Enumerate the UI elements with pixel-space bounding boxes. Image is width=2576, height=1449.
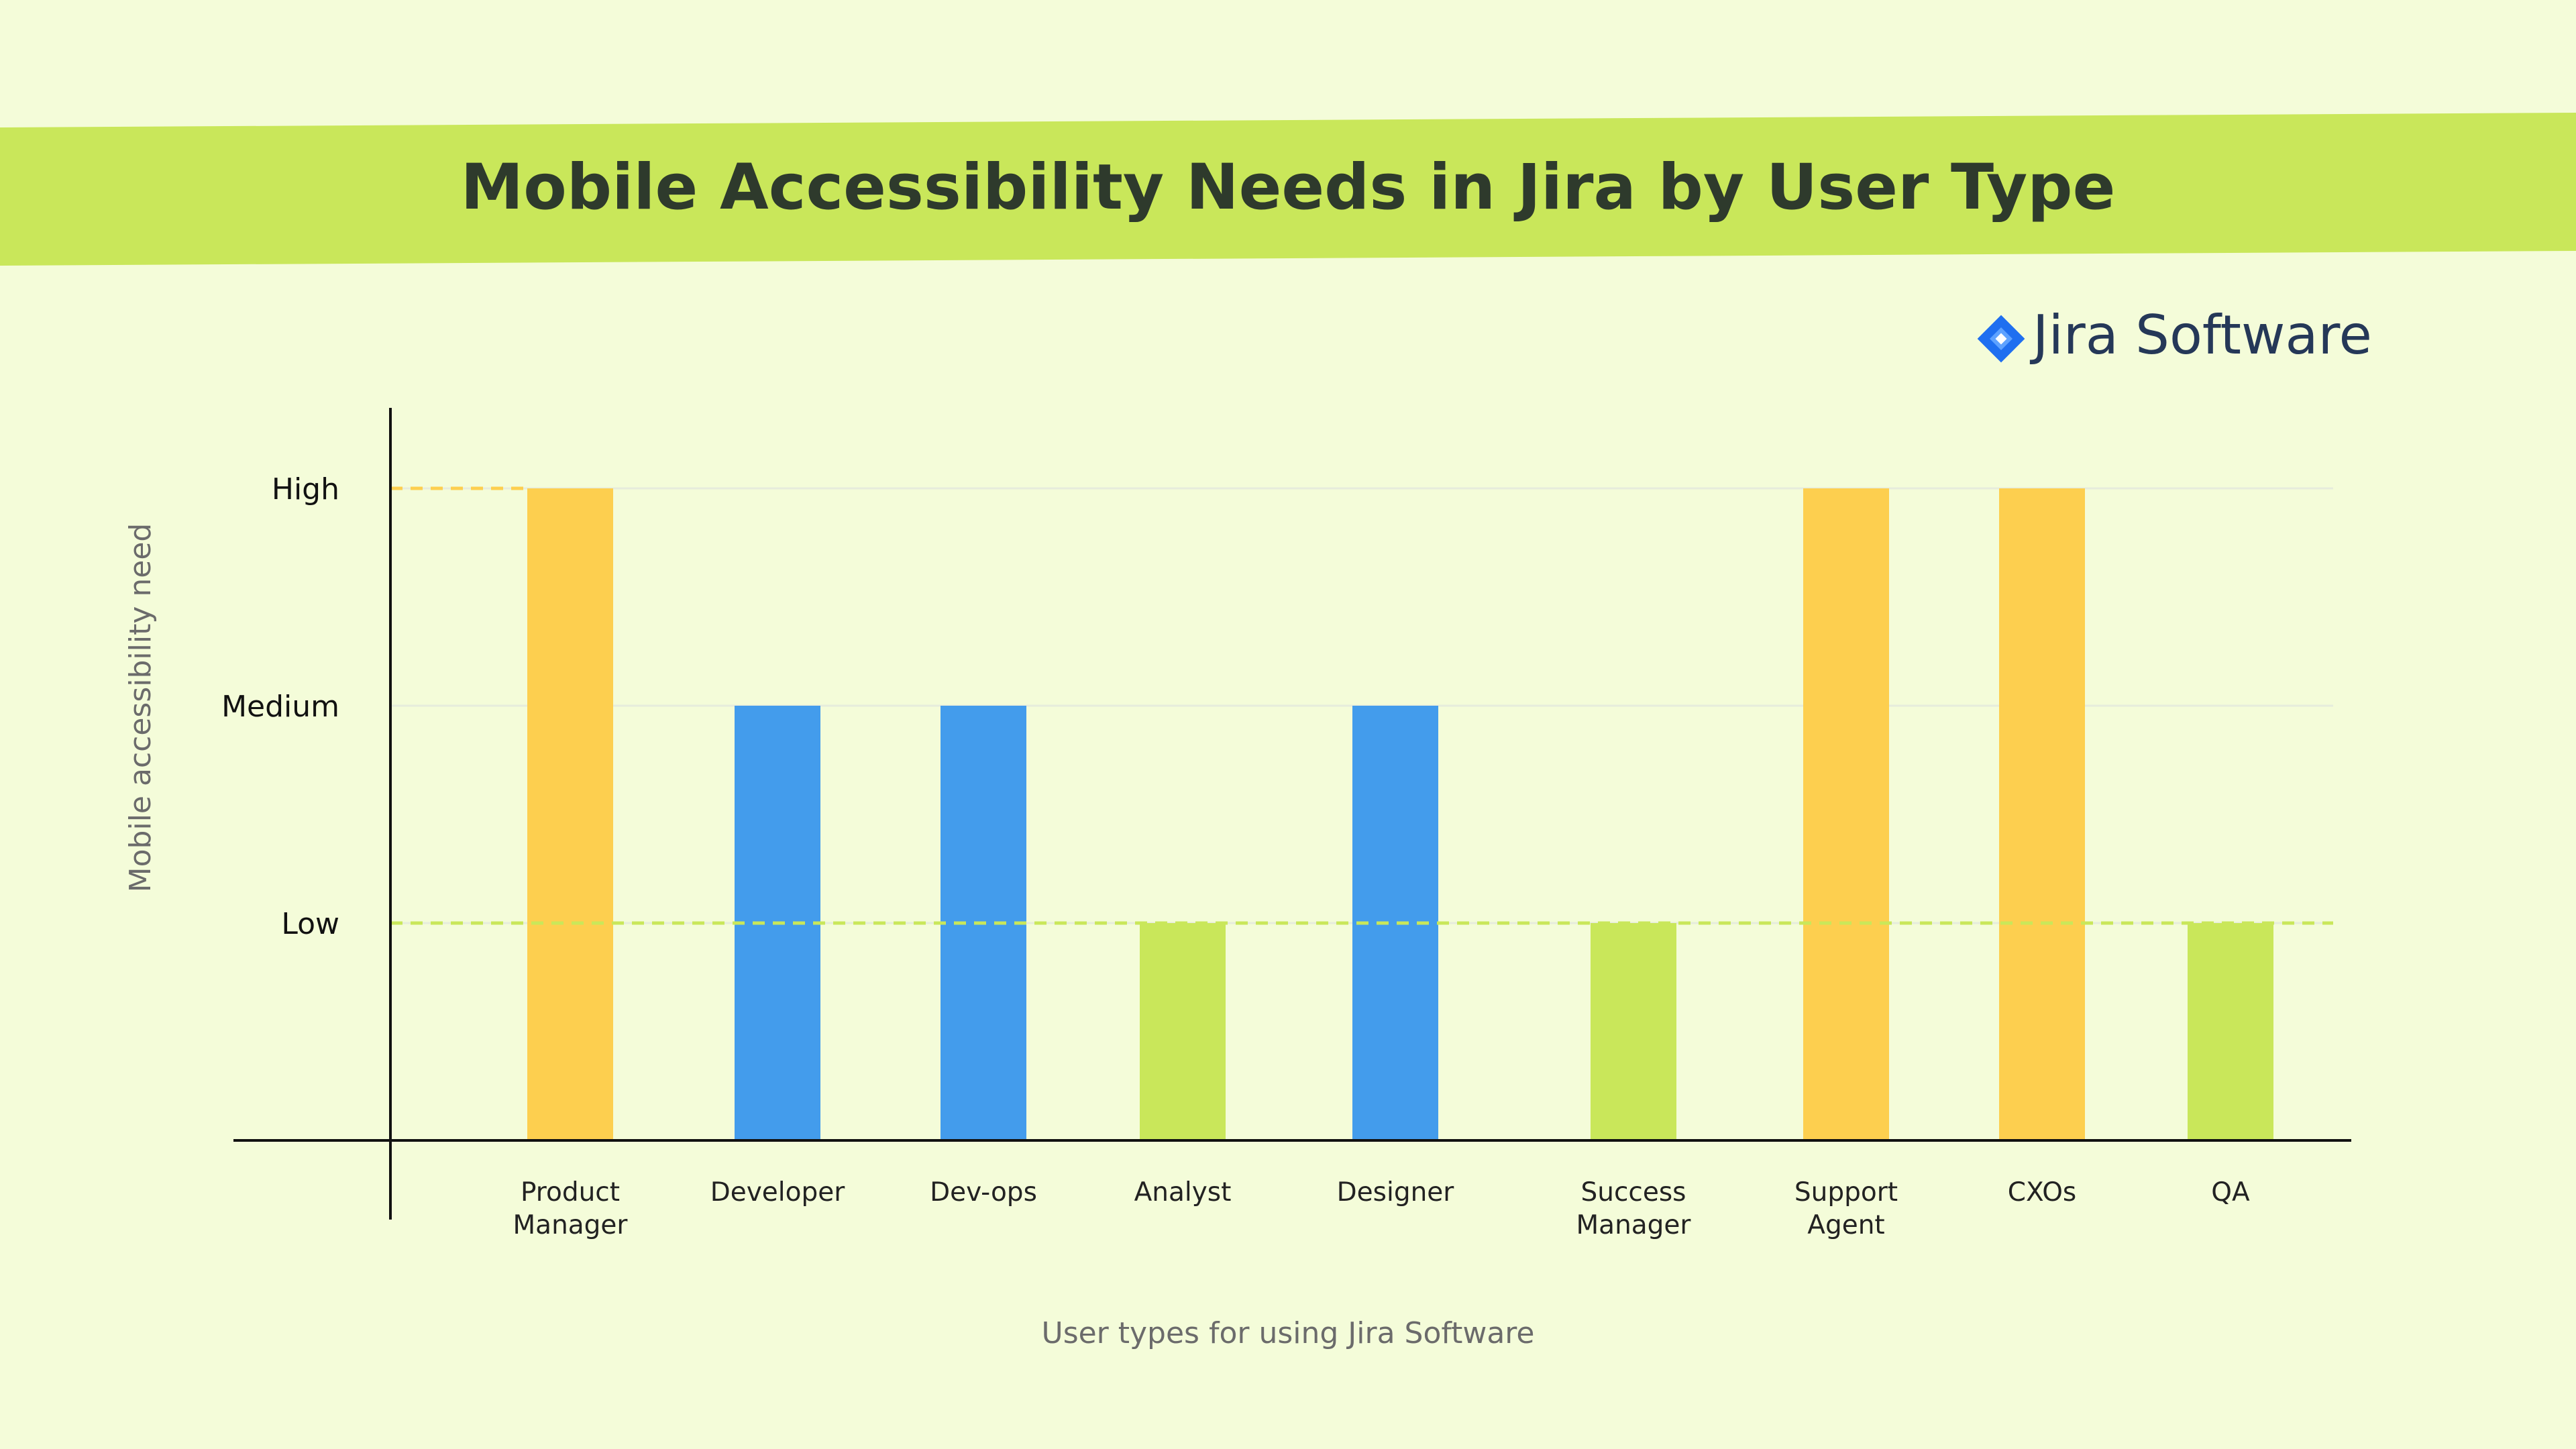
bar (527, 488, 613, 1140)
x-category-label: Dev-ops (930, 1177, 1037, 1208)
y-tick-label: Medium (221, 690, 339, 724)
x-category-label: Success Manager (1576, 1177, 1692, 1240)
x-category-label: QA (2211, 1177, 2250, 1208)
bars (527, 488, 2273, 1140)
x-category-label: CXOs (2008, 1177, 2076, 1208)
title-banner (0, 113, 2576, 266)
x-category-label: Designer (1337, 1177, 1455, 1208)
brand-logo: Jira Software (1977, 304, 2372, 366)
chart-title: Mobile Accessibility Needs in Jira by Us… (461, 151, 2116, 224)
x-category-label: Developer (710, 1177, 846, 1208)
bar (1803, 488, 1889, 1140)
y-tick-labels: Low Medium High (221, 472, 339, 941)
brand-name: Jira Software (2029, 304, 2372, 366)
x-category-label: Product Manager (513, 1177, 629, 1240)
y-tick-label: Low (281, 907, 339, 941)
y-axis-title: Mobile accessibility need (123, 523, 158, 893)
axes (233, 408, 2351, 1220)
y-tick-label: High (272, 472, 339, 506)
x-axis-title: User types for using Jira Software (1041, 1316, 1534, 1350)
jira-diamond-icon (1977, 315, 2025, 363)
bar (2188, 923, 2273, 1140)
bar (1591, 923, 1676, 1140)
x-category-labels: Product Manager Developer Dev-ops Analyst Des… (513, 1177, 2250, 1240)
x-category-label: Support Agent (1794, 1177, 1898, 1240)
reference-lines (390, 486, 2333, 925)
bar (1140, 923, 1226, 1140)
bar (1999, 488, 2085, 1140)
x-category-label: Analyst (1134, 1177, 1232, 1208)
